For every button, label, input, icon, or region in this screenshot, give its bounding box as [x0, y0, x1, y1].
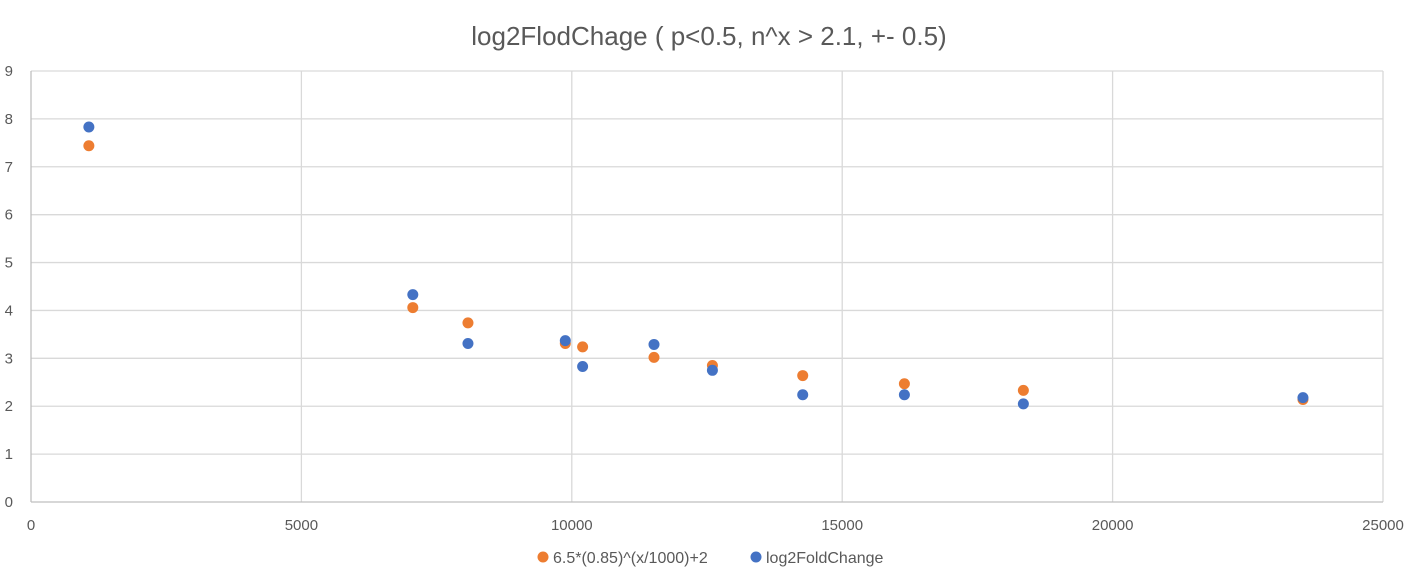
series-2-point: [407, 289, 419, 301]
series-2-point: [706, 364, 718, 376]
x-tick-label: 20000: [1092, 517, 1134, 534]
legend-label-series-1: 6.5*(0.85)^(x/1000)+2: [553, 550, 708, 567]
legend: 6.5*(0.85)^(x/1000)+2 log2FoldChange: [537, 550, 884, 567]
gridlines: [31, 70, 1384, 502]
x-tick-label: 15000: [821, 517, 863, 534]
x-tick-label: 5000: [285, 517, 318, 534]
series-2-point: [898, 389, 910, 401]
y-tick-label: 5: [5, 255, 13, 272]
series-2-point: [648, 338, 660, 350]
axes: [30, 71, 1383, 503]
y-tick-label: 8: [5, 111, 13, 128]
y-tick-label: 0: [5, 494, 13, 511]
y-tick-label: 4: [5, 302, 13, 319]
series-1-point: [83, 140, 95, 152]
series-2-point: [797, 389, 809, 401]
series-2-point: [1297, 392, 1309, 404]
x-axis-tick-labels: 0 5000 10000 15000 20000 25000: [27, 517, 1404, 534]
data-points: [83, 121, 1309, 410]
y-tick-label: 1: [5, 446, 13, 463]
y-tick-label: 3: [5, 350, 13, 367]
series-2-point: [1017, 398, 1029, 410]
series-1-point: [898, 378, 910, 390]
legend-label-series-2: log2FoldChange: [766, 550, 884, 567]
series-2-point: [83, 121, 95, 133]
series-2-point: [559, 335, 571, 347]
series-2-point: [462, 337, 474, 349]
series-1-point: [1017, 384, 1029, 396]
chart-title: log2FlodChage ( p<0.5, n^x > 2.1, +- 0.5…: [471, 21, 946, 51]
y-tick-label: 9: [5, 63, 13, 80]
series-1-point: [462, 317, 474, 329]
y-tick-label: 2: [5, 398, 13, 415]
legend-marker-series-2: [750, 551, 762, 563]
y-tick-label: 6: [5, 207, 13, 224]
y-tick-label: 7: [5, 159, 13, 176]
series-1-point: [577, 341, 589, 353]
x-tick-label: 0: [27, 517, 35, 534]
series-1-point: [648, 351, 660, 363]
series-1-point: [407, 302, 419, 314]
series-2-point: [577, 360, 589, 372]
series-1-point: [797, 370, 809, 382]
legend-marker-series-1: [537, 551, 549, 563]
y-axis-tick-labels: 0 1 2 3 4 5 6 7 8 9: [5, 63, 13, 511]
x-tick-label: 10000: [551, 517, 593, 534]
x-tick-label: 25000: [1362, 517, 1404, 534]
